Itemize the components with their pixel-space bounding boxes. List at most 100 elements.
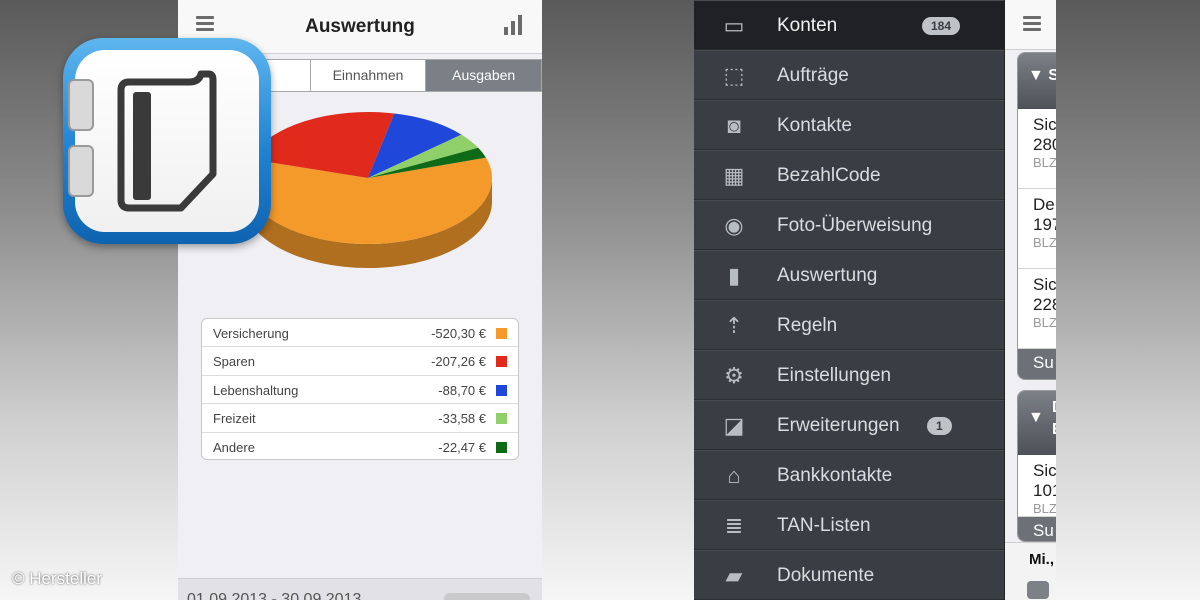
banknote-icon: ▭: [723, 13, 745, 38]
gear-icon: ⚙: [724, 363, 744, 388]
menu-item-tan-listen[interactable]: ≣ TAN-Listen: [694, 500, 1004, 550]
legend-value: -33,58 €: [438, 411, 486, 427]
menu-item-label: Regeln: [777, 315, 838, 336]
legend-row[interactable]: Freizeit -33,58 €: [202, 404, 518, 433]
menu-item-label: Auswertung: [777, 265, 878, 286]
bank-code: BLZ: [1033, 501, 1056, 516]
bottom-bar: Mi.,: [1005, 542, 1056, 600]
account-row[interactable]: Sic 280 BLZ: [1018, 109, 1056, 189]
legend-swatch: [496, 441, 507, 453]
menu-item-label: Foto-Überweisung: [777, 215, 933, 236]
legend-row[interactable]: Andere -22,47 €: [202, 433, 518, 459]
bank-icon: ⌂: [727, 463, 741, 488]
menu-item-label: Konten: [777, 15, 838, 36]
menu-icon[interactable]: [196, 16, 214, 32]
legend-label: Lebenshaltung: [213, 382, 299, 398]
group-title: D: [1052, 399, 1056, 417]
pie-chart: [243, 112, 492, 268]
account-name: De: [1033, 195, 1055, 214]
legend-label: Versicherung: [213, 326, 289, 341]
menu-item-label: Bankkontakte: [777, 465, 893, 486]
date-range-bar[interactable]: 01.09.2013 - 30.09.2013: [178, 578, 542, 600]
group-title: S: [1048, 67, 1056, 84]
group-sum: Su: [1018, 517, 1056, 541]
app-icon: [63, 38, 271, 244]
menu-item-konten[interactable]: ▭ Konten 184: [694, 0, 1004, 50]
legend-row[interactable]: Versicherung -520,30 €: [202, 319, 518, 348]
account-name: Sic: [1033, 275, 1056, 294]
legend-row[interactable]: Lebenshaltung -88,70 €: [202, 376, 518, 405]
contacts-icon: ◙: [727, 113, 741, 138]
nav-bar: [1005, 0, 1056, 50]
check-icon[interactable]: [1027, 581, 1049, 599]
pie-slice-versicherung[interactable]: [243, 157, 492, 244]
page-title: Auswertung: [305, 16, 415, 37]
account-number: 228: [1033, 295, 1056, 314]
menu-item-erweiterungen[interactable]: ◪ Erweiterungen 1: [694, 400, 1004, 450]
menu-item-bankkontakte[interactable]: ⌂ Bankkontakte: [694, 450, 1004, 500]
menu-item-bezahlcode[interactable]: ▦ BezahlCode: [694, 150, 1004, 200]
legend-row[interactable]: Sparen -207,26 €: [202, 347, 518, 376]
pie-slice-freizeit[interactable]: [368, 134, 479, 178]
legend-label: Andere: [213, 439, 255, 455]
evaluation-screen: Auswertung rt Einnahmen Ausgaben Versich…: [178, 0, 542, 600]
bank-code: BLZ: [1033, 315, 1056, 330]
pie-slice-andere[interactable]: [368, 147, 486, 178]
pie-side-versicherung: [244, 178, 492, 268]
bank-code: BLZ: [1033, 235, 1056, 250]
legend-value: -207,26 €: [431, 354, 486, 370]
date-range-button[interactable]: [444, 593, 530, 600]
legend-list: Versicherung -520,30 € Sparen -207,26 € …: [201, 318, 519, 460]
copyright-notice: © Hersteller: [12, 569, 102, 588]
account-number: 101: [1033, 481, 1056, 500]
orders-icon: ⬚: [723, 63, 745, 88]
menu-item-kontakte[interactable]: ◙ Kontakte: [694, 100, 1004, 150]
menu-icon[interactable]: [1023, 16, 1041, 32]
group-subtitle: E: [1052, 421, 1056, 439]
account-row[interactable]: De 197 BLZ: [1018, 189, 1056, 269]
menu-item-label: Aufträge: [777, 65, 849, 86]
pie-slice-sparen[interactable]: [249, 112, 395, 178]
legend-label: Sparen: [213, 354, 255, 370]
menu-item-aufträge[interactable]: ⬚ Aufträge: [694, 50, 1004, 100]
tab-ausgaben[interactable]: Ausgaben: [426, 60, 542, 91]
wallet-icon: [68, 70, 217, 212]
rules-arrows-icon: ⇡: [724, 313, 744, 338]
menu-item-label: Erweiterungen: [777, 415, 900, 436]
menu-item-foto-überweisung[interactable]: ◉ Foto-Überweisung: [694, 200, 1004, 250]
bottom-date: Mi.,: [1029, 551, 1054, 568]
menu-item-label: Dokumente: [777, 565, 875, 586]
account-name: Sic: [1033, 461, 1056, 480]
account-number: 197: [1033, 215, 1056, 234]
tab-einnahmen[interactable]: Einnahmen: [311, 60, 427, 91]
menu-item-label: Kontakte: [777, 115, 852, 136]
menu-item-auswertung[interactable]: ▮ Auswertung: [694, 250, 1004, 300]
menu-item-dokumente[interactable]: ▰ Dokumente: [694, 550, 1004, 600]
document-list-icon: ≣: [724, 513, 744, 538]
account-group: ▼ D E Sic 101 BLZ Su: [1017, 390, 1056, 542]
count-badge: 184: [922, 17, 961, 35]
menu-item-regeln[interactable]: ⇡ Regeln: [694, 300, 1004, 350]
pie-slice-lebenshaltung[interactable]: [368, 113, 462, 178]
extension-bag-icon: ◪: [723, 413, 745, 438]
legend-swatch: [496, 384, 507, 396]
qr-code-icon: ▦: [723, 163, 745, 188]
legend-swatch: [496, 356, 507, 368]
bank-code: BLZ: [1033, 155, 1056, 170]
bar-chart-icon[interactable]: [504, 15, 522, 35]
folder-icon: ▰: [725, 563, 743, 588]
account-row[interactable]: Sic 228 BLZ: [1018, 269, 1056, 349]
account-row[interactable]: Sic 101 BLZ: [1018, 455, 1056, 517]
camera-icon: ◉: [724, 213, 744, 238]
legend-swatch: [496, 328, 507, 339]
menu-item-einstellungen[interactable]: ⚙ Einstellungen: [694, 350, 1004, 400]
account-group-header[interactable]: ▼ D E: [1018, 391, 1056, 455]
menu-item-label: Einstellungen: [777, 365, 892, 386]
bar-chart-icon: ▮: [727, 263, 741, 288]
legend-value: -88,70 €: [438, 382, 486, 398]
legend-swatch: [496, 413, 507, 425]
legend-label: Freizeit: [213, 411, 256, 427]
menu-item-label: BezahlCode: [777, 165, 881, 186]
menu-item-label: TAN-Listen: [777, 515, 871, 536]
account-group-header[interactable]: ▼ S: [1018, 53, 1056, 109]
